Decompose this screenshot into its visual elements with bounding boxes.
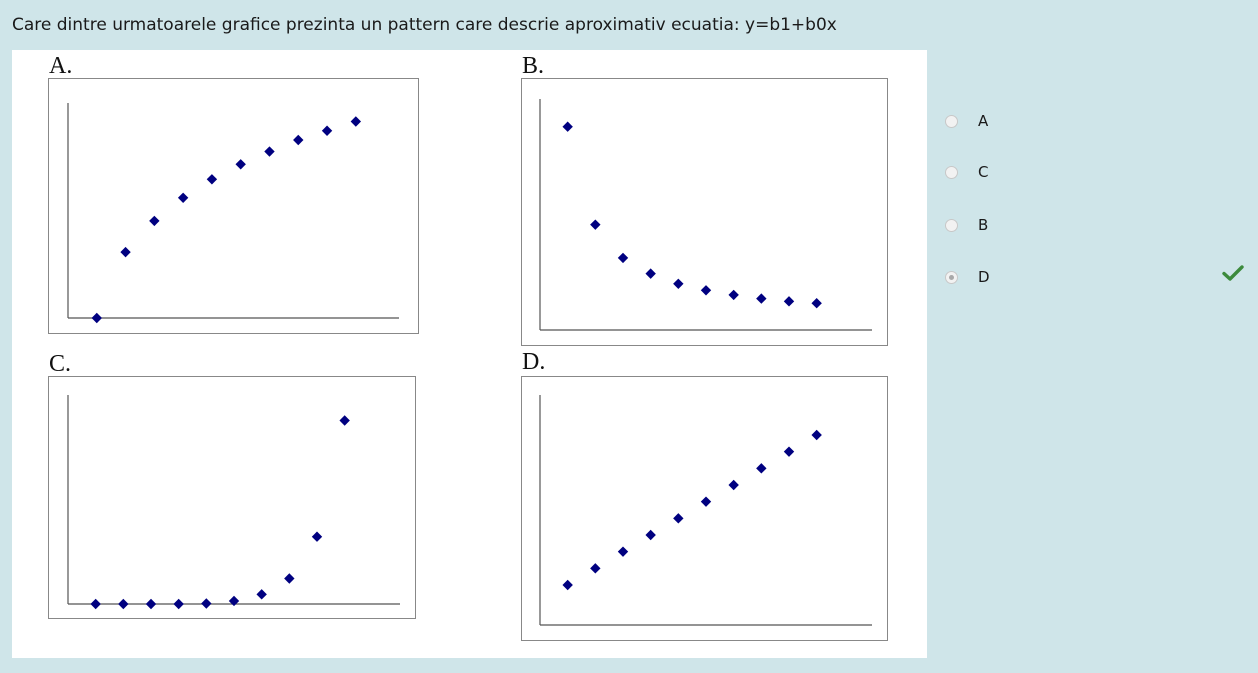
chart-d-point <box>811 429 822 441</box>
chart-c-point <box>228 595 240 607</box>
radio-option-c[interactable] <box>945 165 958 179</box>
chart-a-point <box>321 125 333 136</box>
option-c-label: C <box>978 163 989 181</box>
chart-a-point <box>350 116 362 127</box>
chart-a-point <box>177 192 189 203</box>
option-d[interactable]: D <box>945 264 1245 290</box>
chart-d-plot <box>539 395 872 626</box>
chart-b-point <box>673 278 684 289</box>
radio-option-b[interactable] <box>945 218 958 232</box>
option-b-label: B <box>978 216 989 234</box>
radio-option-a[interactable] <box>945 114 958 128</box>
question-image: A. B. C. D. <box>12 50 927 658</box>
chart-b-point <box>590 219 601 230</box>
chart-c-point <box>284 573 295 584</box>
chart-c-point <box>311 531 323 542</box>
chart-d-point <box>756 463 767 474</box>
chart-a-point <box>91 312 102 324</box>
option-a-label: A <box>978 112 989 130</box>
chart-d-point <box>645 529 656 541</box>
chart-d <box>521 376 888 641</box>
chart-b-point <box>700 285 712 296</box>
chart-b-point <box>617 252 629 264</box>
chart-c-title: C. <box>49 351 72 377</box>
chart-b-title: B. <box>522 53 545 79</box>
chart-c-point <box>145 598 157 610</box>
chart-d-point <box>590 563 601 574</box>
radio-option-d[interactable] <box>945 270 958 284</box>
chart-a-point <box>264 146 275 157</box>
chart-b-point <box>811 298 822 309</box>
option-a[interactable]: A <box>945 108 1245 134</box>
chart-b-plot <box>539 99 872 331</box>
chart-d-point <box>617 546 629 557</box>
chart-d-point <box>783 446 795 457</box>
chart-a-title: A. <box>49 53 73 79</box>
chart-a-point <box>206 174 218 185</box>
chart-c <box>48 376 416 619</box>
chart-a-point <box>293 134 304 146</box>
option-c[interactable]: C <box>945 159 1245 185</box>
chart-b <box>521 78 888 346</box>
chart-b-point <box>645 268 656 279</box>
chart-d-title: D. <box>522 349 546 375</box>
question-text: Care dintre urmatoarele grafice prezinta… <box>12 15 837 35</box>
chart-a-point <box>235 159 246 170</box>
chart-b-point <box>728 289 739 301</box>
chart-a <box>48 78 419 334</box>
chart-d-point <box>700 496 712 507</box>
chart-c-point <box>173 598 184 610</box>
chart-c-plot <box>67 395 400 610</box>
chart-c-point <box>256 589 267 600</box>
option-b[interactable]: B <box>945 212 1245 238</box>
chart-c-point <box>118 598 129 610</box>
chart-c-point <box>90 598 101 610</box>
chart-b-point <box>562 121 573 132</box>
chart-d-point <box>562 579 573 591</box>
chart-b-point <box>783 296 795 307</box>
chart-d-point <box>728 479 739 491</box>
chart-d-point <box>673 513 684 524</box>
chart-c-point <box>201 598 212 609</box>
chart-c-point <box>339 415 350 426</box>
chart-b-point <box>756 293 767 304</box>
chart-a-plot <box>67 103 399 324</box>
chart-a-point <box>149 215 160 227</box>
option-d-label: D <box>978 268 990 286</box>
chart-a-point <box>120 246 131 258</box>
check-icon <box>1222 265 1244 281</box>
